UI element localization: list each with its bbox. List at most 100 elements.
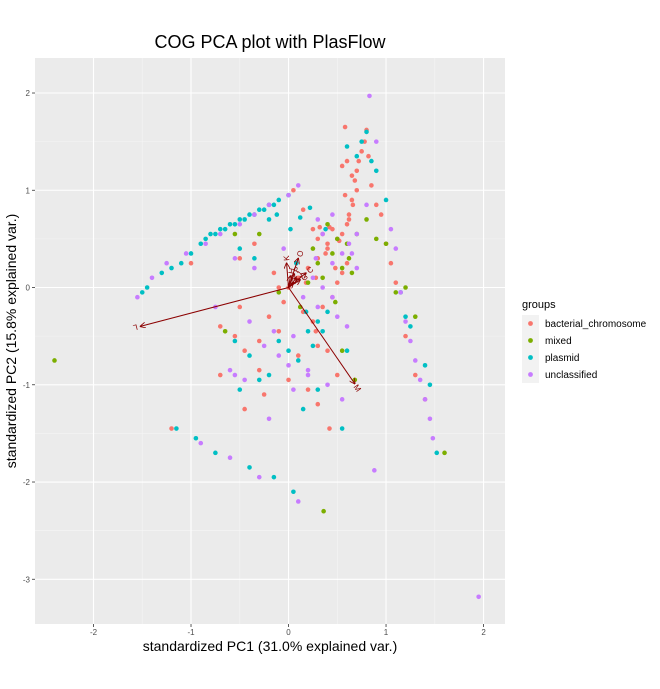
legend-entry-unclassified: unclassified (522, 366, 597, 383)
data-point (295, 358, 301, 363)
data-point (346, 212, 352, 217)
data-point (339, 251, 345, 256)
loading-arrow-L (140, 287, 289, 327)
data-point (339, 348, 345, 354)
data-point (286, 348, 291, 354)
data-point (174, 426, 179, 431)
data-point (232, 231, 238, 237)
data-point (367, 93, 372, 99)
data-point (276, 290, 282, 295)
arrow-label-G: G (300, 272, 310, 283)
data-point (242, 348, 247, 354)
data-point (354, 187, 360, 193)
data-point (412, 314, 418, 319)
data-point (320, 231, 325, 237)
x-axis-title: standardized PC1 (31.0% explained var.) (143, 638, 397, 654)
data-point (320, 304, 325, 310)
data-point (330, 294, 335, 300)
data-point (325, 221, 330, 227)
data-point (388, 260, 394, 266)
data-point (427, 382, 433, 388)
data-point (261, 207, 267, 213)
x-tick-label: -1 (187, 628, 195, 637)
data-point (291, 187, 296, 193)
data-point (164, 260, 169, 266)
data-point (297, 215, 303, 220)
data-point (373, 236, 379, 242)
data-point (339, 426, 345, 431)
data-point (183, 251, 189, 256)
data-point (193, 435, 199, 441)
data-point (217, 226, 223, 232)
data-point (237, 246, 243, 251)
data-point (330, 260, 335, 266)
data-point (313, 328, 319, 334)
arrow-label-L: L (132, 322, 139, 332)
data-point (305, 265, 311, 271)
data-point (276, 353, 282, 358)
data-point (256, 377, 262, 383)
data-point (369, 183, 374, 188)
data-point (323, 226, 328, 232)
data-point (232, 372, 238, 378)
data-point (261, 343, 267, 349)
data-point (349, 197, 355, 203)
data-point (393, 290, 399, 295)
data-point (427, 416, 433, 422)
data-point (213, 231, 218, 237)
data-point (169, 426, 174, 431)
data-point (144, 285, 150, 290)
data-point (383, 197, 389, 203)
legend-label: bacterial_chromosome (545, 319, 647, 330)
data-point (274, 212, 280, 217)
data-point (222, 328, 228, 334)
data-point (317, 224, 323, 230)
data-point (342, 192, 348, 198)
data-point (388, 226, 394, 232)
data-point (300, 406, 306, 412)
data-point (320, 285, 325, 290)
data-point (310, 343, 316, 349)
data-point (227, 455, 233, 461)
data-point (344, 144, 350, 149)
data-point (315, 319, 321, 324)
data-point (203, 236, 208, 242)
data-point (354, 168, 360, 174)
data-point (247, 212, 252, 217)
data-point (232, 221, 238, 227)
data-point (135, 294, 140, 300)
data-point (256, 474, 262, 480)
data-point (213, 450, 218, 456)
data-point (256, 367, 262, 373)
arrow-label-M: M (352, 383, 363, 394)
arrow-label-P: P (292, 265, 302, 273)
data-point (320, 275, 325, 281)
data-point (434, 450, 440, 456)
data-point (327, 426, 332, 431)
data-point (295, 183, 301, 188)
data-point (281, 299, 286, 305)
data-point (52, 358, 57, 363)
data-point (366, 153, 371, 159)
data-point (352, 178, 358, 183)
data-point (373, 202, 379, 208)
data-point (412, 372, 418, 378)
data-point (412, 358, 418, 363)
data-point (291, 333, 296, 339)
data-point (344, 324, 350, 329)
data-point (295, 353, 301, 358)
y-tick-label: 2 (26, 89, 31, 98)
data-point (232, 338, 238, 344)
data-point (276, 328, 282, 334)
data-point (364, 202, 369, 208)
major-gridlines (35, 58, 505, 624)
x-tick-label: 1 (384, 628, 389, 637)
data-point (349, 251, 355, 256)
data-point (256, 231, 262, 237)
data-point (325, 309, 330, 315)
data-point (408, 324, 413, 329)
data-point (310, 275, 316, 281)
data-point (403, 333, 408, 339)
data-point (227, 221, 233, 227)
data-point (271, 202, 277, 208)
